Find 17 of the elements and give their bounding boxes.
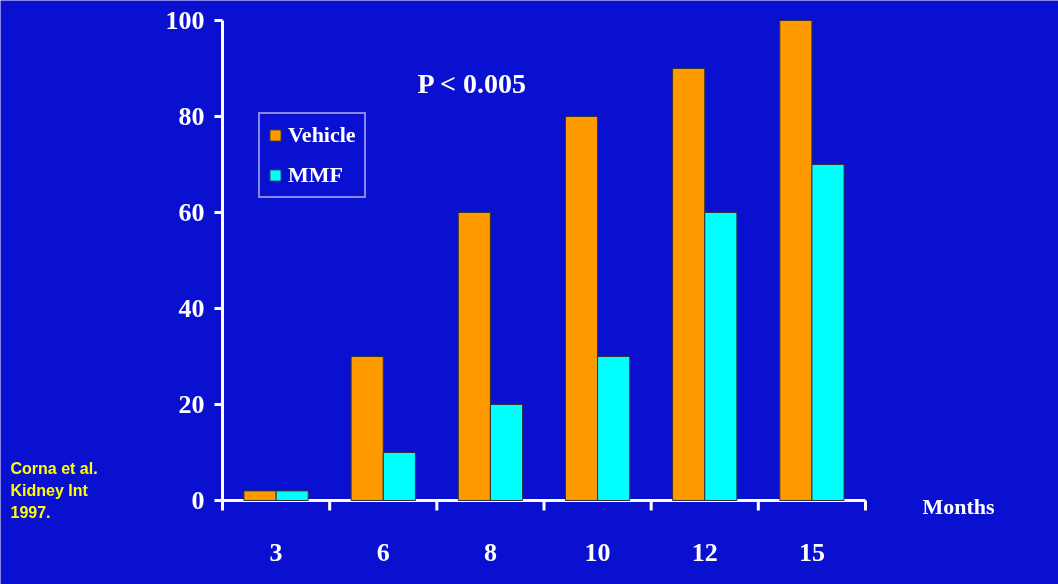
x-tick-label: 15 [798, 538, 825, 567]
x-tick-label: 6 [376, 538, 390, 567]
y-tick-label: 100 [165, 6, 205, 35]
legend-label: MMF [288, 162, 343, 188]
x-tick-label: 8 [483, 538, 497, 567]
x-tick-label: 10 [584, 538, 611, 567]
x-axis-title: Months [922, 494, 996, 519]
legend-label: Vehicle [288, 122, 356, 148]
y-tick-label: 20 [178, 390, 205, 419]
y-tick-label: 40 [178, 294, 205, 323]
text: Corna et al. Kidney Int 1997. [10, 459, 98, 522]
y-tick-label: 60 [178, 198, 205, 227]
x-tick-label: 3 [269, 538, 283, 567]
y-tick-label: 0 [191, 486, 205, 515]
annotation: P < 0.005 [417, 68, 526, 99]
y-tick-label: 80 [178, 102, 205, 131]
x-tick-label: 12 [691, 538, 718, 567]
